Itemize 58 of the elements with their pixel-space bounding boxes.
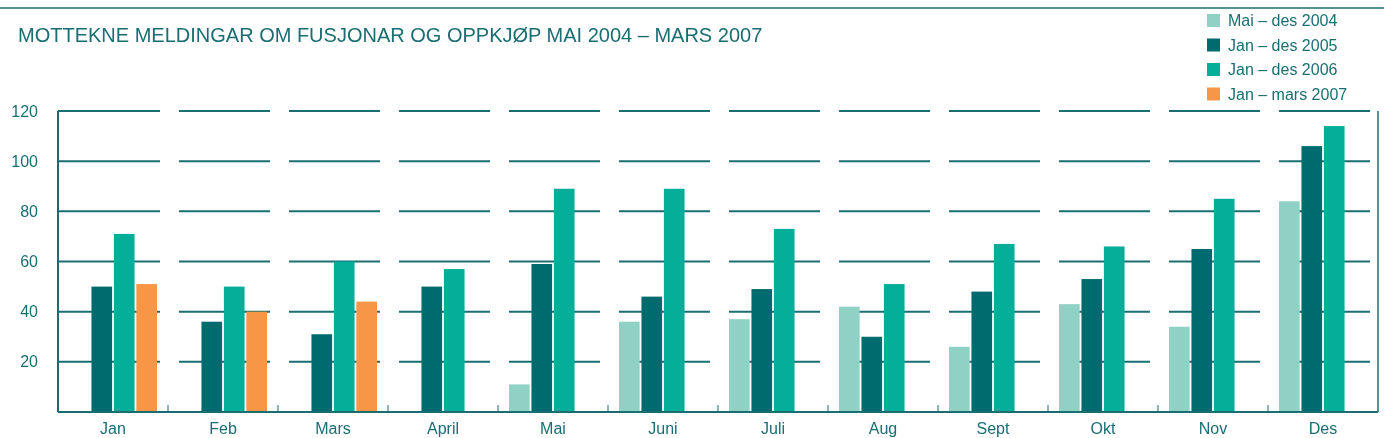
- x-tick-label: Mars: [315, 420, 351, 437]
- bar: [993, 243, 1015, 412]
- bar: [773, 228, 795, 412]
- bar: [1279, 201, 1300, 412]
- bar: [421, 286, 443, 412]
- y-tick-label: 60: [20, 253, 39, 271]
- bar: [91, 286, 113, 412]
- legend-label: Jan – des 2005: [1228, 36, 1338, 54]
- x-tick-label: Juni: [648, 420, 678, 437]
- bar: [861, 336, 883, 412]
- bar: [246, 311, 267, 412]
- bar: [1213, 198, 1235, 412]
- y-tick-label: 120: [11, 102, 39, 120]
- y-tick-label: 100: [11, 152, 39, 170]
- bar: [201, 321, 223, 412]
- bar: [1323, 126, 1345, 412]
- x-tick-label: Mai: [540, 420, 566, 437]
- bar: [223, 286, 245, 412]
- x-tick-label: April: [426, 420, 460, 437]
- bar: [443, 269, 465, 412]
- y-tick-label: 40: [20, 303, 39, 321]
- chart-title: MOTTEKNE MELDINGAR OM FUSJONAR OG OPPKJØP MAI 2004 – MARS 2007: [18, 24, 763, 46]
- bar: [1301, 146, 1323, 412]
- bar: [113, 233, 135, 412]
- legend-label: Jan – des 2006: [1228, 61, 1338, 78]
- bar: [949, 346, 970, 412]
- bar: [883, 284, 905, 412]
- bar: [1169, 326, 1190, 412]
- bar: [971, 291, 993, 412]
- bar: [663, 188, 685, 412]
- y-tick-label: 20: [20, 353, 39, 371]
- bar: [531, 264, 553, 412]
- x-tick-label: Jan: [100, 420, 126, 437]
- bar: [1081, 279, 1103, 412]
- bar: [729, 319, 750, 412]
- bar: [1191, 248, 1213, 412]
- bar: [311, 334, 333, 412]
- x-tick-label: Okt: [1090, 420, 1116, 437]
- x-tick-label: Aug: [868, 420, 898, 437]
- bar: [553, 188, 575, 412]
- bar: [1059, 304, 1080, 412]
- bar: [839, 306, 860, 412]
- bar: [333, 261, 355, 412]
- x-tick-label: Des: [1308, 420, 1338, 437]
- bar: [641, 296, 663, 412]
- x-tick-label: Feb: [209, 420, 237, 437]
- x-tick-label: Nov: [1198, 420, 1228, 437]
- bar: [751, 289, 773, 412]
- legend-label: Mai – des 2004: [1228, 12, 1338, 29]
- bar: [1103, 246, 1125, 412]
- y-tick-label: 80: [20, 202, 39, 220]
- legend-label: Jan – mars 2007: [1228, 85, 1348, 103]
- x-tick-label: Juli: [760, 420, 786, 437]
- x-tick-label: Sept: [976, 420, 1011, 437]
- bar: [356, 301, 377, 412]
- bar: [136, 284, 157, 412]
- bar: [619, 321, 640, 412]
- bar: [509, 384, 530, 412]
